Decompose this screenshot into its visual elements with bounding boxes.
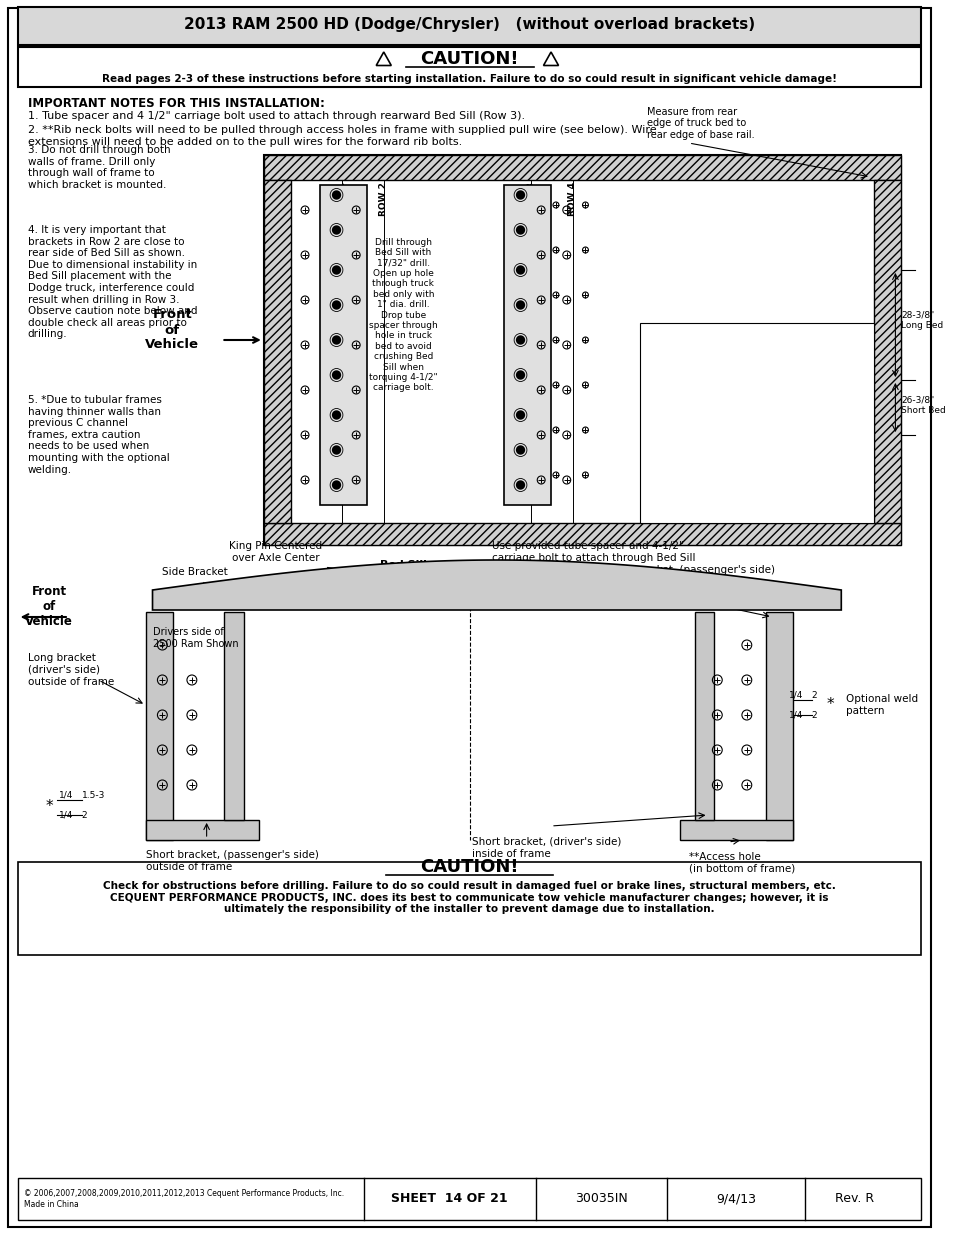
Text: © 2006,2007,2008,2009,2010,2011,2012,2013 Cequent Performance Products, Inc.
Mad: © 2006,2007,2008,2009,2010,2011,2012,201… (24, 1189, 343, 1209)
Bar (503, 185, 551, 505)
Circle shape (516, 336, 524, 345)
Circle shape (333, 446, 340, 454)
Text: 1/4: 1/4 (59, 790, 73, 799)
Text: Short bracket, (passenger's side)
outside of frame: Short bracket, (passenger's side) outsid… (146, 850, 318, 872)
Text: Rear edge of
truck bed: Rear edge of truck bed (794, 500, 852, 520)
Polygon shape (152, 559, 841, 610)
Circle shape (333, 226, 340, 233)
Circle shape (516, 411, 524, 419)
Bar (764, 613, 792, 840)
Text: 1/4: 1/4 (788, 690, 802, 699)
Text: 28-3/8"
Long Bed: 28-3/8" Long Bed (901, 310, 943, 330)
Bar (263, 156, 901, 180)
Circle shape (333, 191, 340, 199)
Bar (224, 613, 244, 820)
Bar (679, 820, 792, 840)
Text: Bed Sill: Bed Sill (379, 559, 426, 571)
Bar (146, 613, 173, 840)
Text: 2: 2 (811, 690, 817, 699)
Bar (18, 47, 920, 86)
Text: 9/4/13: 9/4/13 (716, 1193, 755, 1205)
Text: 3. Do not drill through both
walls of frame. Drill only
through wall of frame to: 3. Do not drill through both walls of fr… (28, 144, 170, 190)
Polygon shape (543, 52, 558, 65)
Text: ROW 4: ROW 4 (568, 182, 577, 216)
Circle shape (333, 336, 340, 345)
Circle shape (333, 370, 340, 379)
Text: 5. *Due to tubular frames
having thinner walls than
previous C channel
frames, e: 5. *Due to tubular frames having thinner… (28, 395, 169, 474)
Text: Drivers side of
2500 Ram Shown: Drivers side of 2500 Ram Shown (152, 627, 238, 648)
Bar (18, 559, 920, 860)
Circle shape (333, 480, 340, 489)
Text: 26-3/8"
Short Bed: 26-3/8" Short Bed (901, 395, 945, 415)
Text: Drill through
Bed Sill with
17/32" drill.
Open up hole
through truck
bed only wi: Drill through Bed Sill with 17/32" drill… (369, 237, 437, 393)
Text: Measure from rear
edge of truck bed to
rear edge of base rail.: Measure from rear edge of truck bed to r… (647, 106, 754, 140)
Text: 2013 RAM 2500 HD (Dodge/Chrysler)   (without overload brackets): 2013 RAM 2500 HD (Dodge/Chrysler) (witho… (184, 17, 754, 32)
Text: 1/4: 1/4 (59, 810, 73, 820)
Bar (319, 185, 367, 505)
Text: *: * (825, 698, 833, 713)
Text: ROW 3: ROW 3 (526, 182, 536, 216)
Text: ROW 1: ROW 1 (337, 182, 347, 216)
Text: *: * (45, 799, 52, 815)
Text: Short bracket, (driver's side)
inside of frame: Short bracket, (driver's side) inside of… (472, 837, 621, 858)
Circle shape (516, 301, 524, 309)
Bar (263, 522, 901, 545)
Bar (18, 7, 920, 44)
Circle shape (333, 266, 340, 274)
Circle shape (333, 301, 340, 309)
Text: Long bracket, (passenger's side)
outside of frame: Long bracket, (passenger's side) outside… (604, 566, 775, 587)
Text: Use provided tube spacer and 4-1/2"
carriage bolt to attach through Bed Sill: Use provided tube spacer and 4-1/2" carr… (492, 541, 695, 563)
Text: 1.5-3: 1.5-3 (82, 790, 105, 799)
Text: Rev. R: Rev. R (834, 1193, 873, 1205)
Circle shape (516, 446, 524, 454)
Text: CAUTION!: CAUTION! (419, 49, 518, 68)
Text: Long bracket
(driver's side)
outside of frame: Long bracket (driver's side) outside of … (28, 653, 113, 687)
Text: 1/4: 1/4 (788, 710, 802, 720)
Bar (146, 820, 258, 840)
Text: **Access hole
(in bottom of frame): **Access hole (in bottom of frame) (688, 852, 794, 873)
Text: ROW 2: ROW 2 (379, 182, 388, 216)
Text: CAUTION!: CAUTION! (419, 858, 518, 876)
Bar (291, 180, 873, 522)
Bar (263, 180, 291, 522)
Text: Side Bracket: Side Bracket (162, 567, 228, 577)
Circle shape (516, 370, 524, 379)
Text: 4. It is very important that
brackets in Row 2 are close to
rear side of Bed Sil: 4. It is very important that brackets in… (28, 225, 197, 340)
Text: King Pin Centered
over Axle Center: King Pin Centered over Axle Center (229, 541, 322, 563)
Text: Front
of
Vehicle: Front of Vehicle (25, 585, 73, 629)
Text: 2: 2 (82, 810, 88, 820)
Bar (18, 1178, 920, 1220)
Bar (873, 180, 901, 522)
Text: 1. Tube spacer and 4 1/2" carriage bolt used to attach through rearward Bed Sill: 1. Tube spacer and 4 1/2" carriage bolt … (28, 111, 524, 121)
Text: 2: 2 (811, 710, 817, 720)
Text: IMPORTANT NOTES FOR THIS INSTALLATION:: IMPORTANT NOTES FOR THIS INSTALLATION: (28, 98, 324, 110)
Circle shape (516, 480, 524, 489)
Circle shape (516, 191, 524, 199)
Text: SHEET  14 OF 21: SHEET 14 OF 21 (391, 1193, 507, 1205)
Text: Optional weld
pattern: Optional weld pattern (845, 694, 918, 716)
Circle shape (516, 226, 524, 233)
Text: !: ! (381, 58, 385, 67)
Text: 30035IN: 30035IN (575, 1193, 627, 1205)
Text: Front
of
Vehicle: Front of Vehicle (145, 309, 199, 352)
Polygon shape (375, 52, 391, 65)
Text: !: ! (549, 58, 553, 67)
Text: Check for obstructions before drilling. Failure to do so could result in damaged: Check for obstructions before drilling. … (103, 881, 835, 914)
Bar (694, 613, 714, 820)
Circle shape (516, 266, 524, 274)
Circle shape (333, 411, 340, 419)
Bar (263, 156, 901, 545)
Bar (18, 862, 920, 955)
Text: Read pages 2-3 of these instructions before starting installation. Failure to do: Read pages 2-3 of these instructions bef… (102, 74, 836, 84)
Bar (639, 324, 873, 522)
Text: 2. **Rib neck bolts will need to be pulled through access holes in frame with su: 2. **Rib neck bolts will need to be pull… (28, 125, 656, 147)
Text: NOTE:
Must install center bolt in
one of the center holes in
each rail.
Check to: NOTE: Must install center bolt in one of… (647, 330, 780, 410)
